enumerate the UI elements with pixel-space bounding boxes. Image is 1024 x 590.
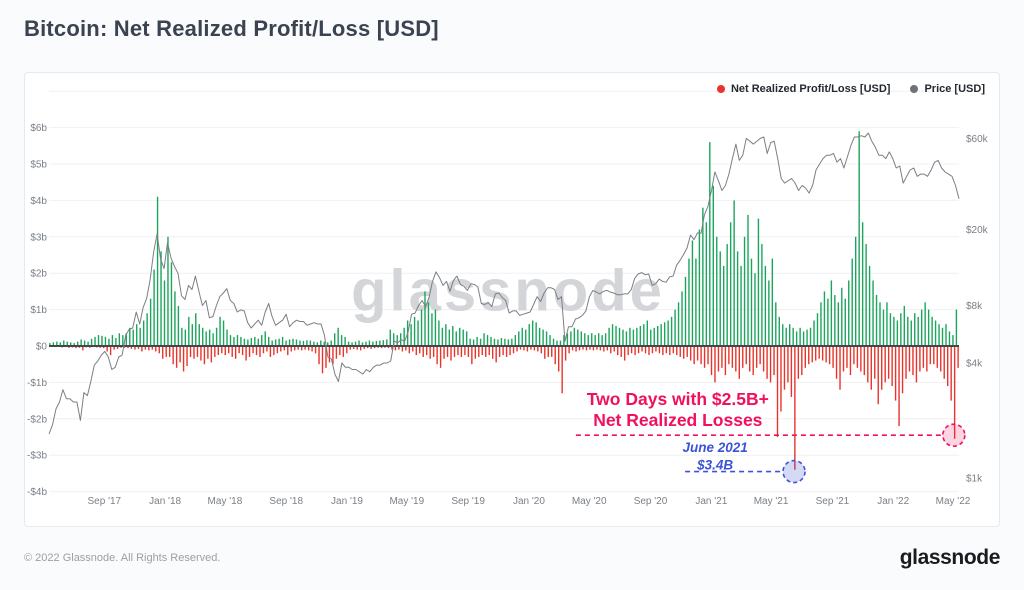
svg-text:Jan '19: Jan '19 — [331, 496, 363, 507]
page-title: Bitcoin: Net Realized Profit/Loss [USD] — [24, 16, 439, 41]
svg-text:-$4b: -$4b — [27, 487, 47, 498]
legend-dot-net-realized-icon — [716, 85, 725, 93]
legend-item-price[interactable]: Price [USD] — [910, 83, 985, 95]
annotation-june-2021: June 2021 $3.4B — [682, 440, 806, 484]
svg-text:Jan '20: Jan '20 — [513, 496, 545, 507]
svg-text:$4b: $4b — [30, 196, 47, 207]
net-realized-profit-loss-bars — [49, 131, 959, 470]
chart-canvas[interactable]: $6b $5b $4b $3b $2b $1b $0 -$1b -$2b -$3b -$4b $60k… — [25, 73, 997, 524]
legend-label-price: Price [USD] — [924, 83, 985, 95]
svg-text:$4k: $4k — [966, 359, 983, 370]
svg-text:May '22: May '22 — [936, 496, 971, 507]
svg-text:-$2b: -$2b — [27, 414, 47, 425]
svg-text:Jan '18: Jan '18 — [149, 496, 181, 507]
svg-text:$5b: $5b — [30, 160, 47, 171]
svg-text:$0: $0 — [36, 342, 48, 353]
left-axis-labels: $6b $5b $4b $3b $2b $1b $0 -$1b -$2b -$3b -$4b — [27, 123, 47, 498]
svg-text:$60k: $60k — [966, 134, 989, 145]
svg-text:$3b: $3b — [30, 232, 47, 243]
svg-text:Sep '20: Sep '20 — [634, 496, 668, 507]
svg-text:$1b: $1b — [30, 305, 47, 316]
glassnode-logo: glassnode — [899, 546, 1001, 569]
svg-text:May '18: May '18 — [208, 496, 243, 507]
svg-text:$6b: $6b — [30, 123, 47, 134]
price-line — [48, 132, 960, 435]
chart-legend: Net Realized Profit/Loss [USD] Price [US… — [716, 83, 985, 95]
svg-text:Net Realized Losses: Net Realized Losses — [593, 410, 762, 430]
svg-text:Jan '22: Jan '22 — [877, 496, 909, 507]
svg-text:June 2021: June 2021 — [682, 440, 747, 455]
annotation-loss-threshold: Two Days with $2.5B+Net Realized Losses — [575, 389, 966, 447]
svg-text:Jan '21: Jan '21 — [695, 496, 727, 507]
svg-text:Sep '19: Sep '19 — [451, 496, 485, 507]
svg-text:$3.4B: $3.4B — [696, 457, 733, 472]
svg-text:-$3b: -$3b — [27, 451, 47, 462]
svg-text:May '19: May '19 — [389, 496, 424, 507]
svg-text:Sep '18: Sep '18 — [269, 496, 303, 507]
svg-text:May '20: May '20 — [572, 496, 607, 507]
copyright-text: © 2022 Glassnode. All Rights Reserved. — [24, 552, 221, 564]
svg-text:$8k: $8k — [966, 301, 983, 312]
legend-label-net-realized: Net Realized Profit/Loss [USD] — [730, 83, 891, 95]
right-axis-labels: $60k $20k $8k $4k $1k — [966, 134, 989, 485]
watermark-text: glassnode — [351, 258, 665, 323]
svg-text:$2b: $2b — [30, 269, 47, 280]
x-axis-labels: Sep '17 Jan '18 May '18 Sep '18 Jan '19 May '… — [88, 496, 971, 507]
svg-text:Sep '21: Sep '21 — [816, 496, 850, 507]
svg-text:-$1b: -$1b — [27, 378, 47, 389]
svg-text:$1k: $1k — [966, 474, 983, 485]
legend-dot-price-icon — [910, 85, 919, 93]
gridlines — [49, 90, 959, 493]
svg-text:Sep '17: Sep '17 — [88, 496, 122, 507]
svg-text:May '21: May '21 — [754, 496, 789, 507]
legend-item-net-realized[interactable]: Net Realized Profit/Loss [USD] — [716, 83, 891, 95]
svg-text:$20k: $20k — [966, 225, 989, 236]
svg-text:Two Days with $2.5B+: Two Days with $2.5B+ — [587, 389, 769, 409]
chart-card: $6b $5b $4b $3b $2b $1b $0 -$1b -$2b -$3b -$4b $60k… — [24, 72, 1000, 527]
